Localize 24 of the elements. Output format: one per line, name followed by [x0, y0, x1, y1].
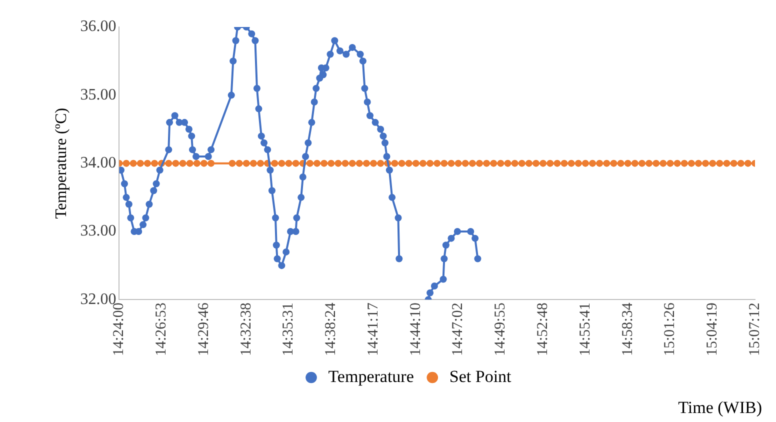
- x-tick-label: 15:01:26: [662, 302, 678, 356]
- x-tick-label: 14:24:00: [111, 302, 128, 356]
- x-tick-label: 14:52:48: [535, 302, 552, 356]
- y-tick-label: 34.00: [80, 154, 116, 172]
- legend-label: Set Point: [449, 366, 512, 386]
- x-tick-label: 14:47:02: [450, 302, 466, 356]
- x-tick-label: 15:07:12: [746, 302, 763, 356]
- x-tick-label: 14:55:41: [577, 302, 594, 356]
- x-tick-label: 14:26:53: [154, 302, 170, 356]
- y-axis-title: Temperature (ºC): [52, 108, 70, 219]
- x-tick-label: 14:35:31: [280, 302, 297, 356]
- y-tick-label: 36.00: [80, 18, 116, 36]
- x-tick-label: 15:04:19: [704, 302, 721, 356]
- x-tick-label: 14:41:17: [365, 302, 382, 356]
- x-tick-label: 14:29:46: [196, 302, 212, 356]
- x-axis-title: Time (WIB): [678, 398, 762, 418]
- x-tick-label: 14:49:55: [492, 302, 509, 356]
- x-tick-label: 14:44:10: [408, 302, 424, 356]
- y-tick-label: 35.00: [80, 86, 116, 104]
- x-tick-label: 14:58:34: [620, 302, 636, 356]
- y-tick-label: 33.00: [80, 222, 116, 240]
- legend-label: Temperature: [328, 366, 414, 386]
- x-tick-label: 14:32:38: [238, 302, 254, 356]
- x-tick-label: 14:38:24: [323, 302, 340, 356]
